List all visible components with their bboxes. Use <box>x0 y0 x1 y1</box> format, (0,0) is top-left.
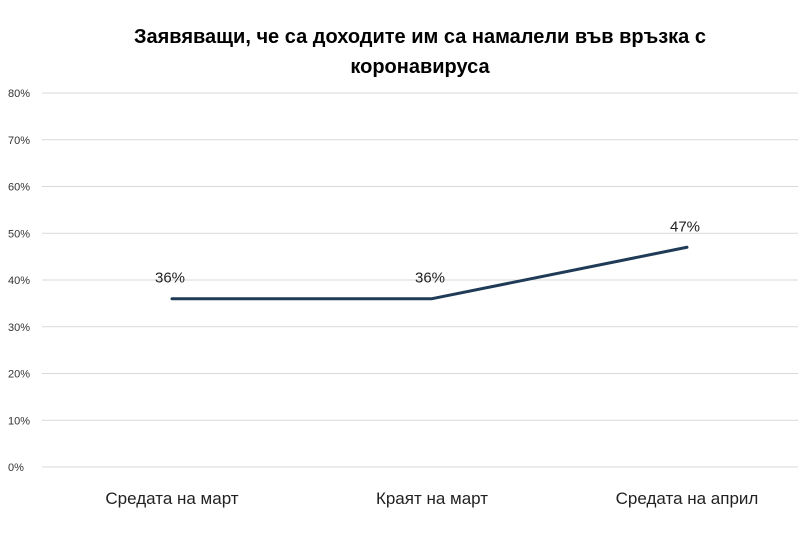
y-tick-label: 80% <box>8 88 30 100</box>
y-tick-label: 50% <box>8 228 30 240</box>
y-tick-label: 30% <box>8 322 30 334</box>
y-tick-label: 60% <box>8 182 30 194</box>
chart-title: Заявяващи, че са доходите им са намалели… <box>134 26 706 78</box>
chart-title-line: коронавируса <box>350 56 490 78</box>
y-tick-label: 70% <box>8 135 30 147</box>
y-tick-label: 0% <box>8 462 24 474</box>
data-label: 36% <box>415 270 445 287</box>
x-category-label: Краят на март <box>376 489 488 508</box>
y-tick-label: 20% <box>8 369 30 381</box>
x-category-label: Средата на април <box>616 489 759 508</box>
data-labels: 36% 36% 47% <box>155 218 700 286</box>
series-lines <box>170 245 689 301</box>
x-category-label: Средата на март <box>105 489 238 508</box>
gridlines <box>42 92 798 468</box>
data-label: 47% <box>670 218 700 235</box>
chart-title-line: Заявяващи, че са доходите им са намалели… <box>134 26 706 48</box>
y-tick-label: 40% <box>8 275 30 287</box>
data-label: 36% <box>155 270 185 287</box>
y-axis-tick-labels: 0% 10% 20% 30% 40% 50% 60% 70% 80% <box>8 88 30 474</box>
y-tick-label: 10% <box>8 415 30 427</box>
x-axis-category-labels: Средата на март Краят на март Средата на а… <box>105 489 758 508</box>
series-line <box>170 245 689 301</box>
